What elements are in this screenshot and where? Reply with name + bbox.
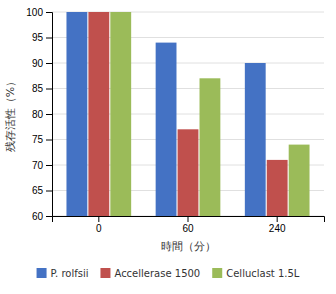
legend-label: P. rolfsii: [51, 268, 89, 279]
bar: [156, 43, 177, 216]
y-tick-label: 100: [26, 7, 43, 18]
y-tick: 80: [32, 109, 52, 120]
legend-label: Accellerase 1500: [114, 268, 200, 279]
bar-series: [88, 12, 287, 216]
y-tick-mark: [46, 114, 52, 115]
chart: 60 65 70 75 80 85 90 95 100 0 60 240 時間（分） 残存活性（%） P. …: [0, 0, 336, 294]
y-tick-mark: [46, 89, 52, 90]
y-tick-label: 75: [32, 134, 44, 145]
legend-item: Accellerase 1500: [100, 268, 200, 279]
x-axis-line: [53, 217, 325, 223]
y-tick-label: 70: [32, 160, 44, 171]
y-tick: 65: [32, 185, 52, 196]
legend: P. rolfsii Accellerase 1500 Celluclast 1.5…: [37, 268, 300, 279]
y-axis-line: [46, 13, 53, 217]
y-tick: 95: [32, 32, 52, 43]
y-tick-mark: [46, 38, 52, 39]
y-axis-title: 残存活性（%）: [4, 76, 17, 152]
x-tick: 0: [96, 216, 102, 234]
x-tick-label: 240: [269, 223, 286, 234]
bar: [66, 12, 87, 216]
y-tick-label: 90: [32, 58, 44, 69]
bar: [110, 12, 131, 216]
plot: 60 65 70 75 80 85 90 95 100 0 60 240: [26, 7, 324, 234]
y-tick: 85: [32, 83, 52, 94]
y-tick-label: 95: [32, 32, 44, 43]
y-tick-label: 65: [32, 185, 44, 196]
y-tick-mark: [46, 140, 52, 141]
y-tick: 70: [32, 160, 52, 171]
y-tick: 60: [32, 211, 52, 222]
y-tick-mark: [46, 216, 52, 217]
y-tick-mark: [46, 165, 52, 166]
legend-swatch: [212, 268, 222, 278]
x-tick-mark: [277, 216, 278, 222]
y-tick-label: 60: [32, 211, 44, 222]
x-axis: 0 60 240: [53, 216, 325, 234]
y-tick-mark: [46, 191, 52, 192]
x-tick: 60: [182, 216, 194, 234]
bars: [66, 12, 309, 216]
legend-swatch: [37, 268, 47, 278]
legend-item: Celluclast 1.5L: [212, 268, 300, 279]
y-tick-label: 80: [32, 109, 44, 120]
bar: [88, 12, 109, 216]
grid: [52, 12, 324, 216]
legend-label: Celluclast 1.5L: [226, 268, 300, 279]
x-tick-mark: [188, 216, 189, 222]
legend-item: P. rolfsii: [37, 268, 89, 279]
bar: [289, 145, 310, 216]
y-tick-mark: [46, 63, 52, 64]
bar: [267, 160, 288, 216]
x-tick-label: 60: [182, 223, 194, 234]
y-tick-label: 85: [32, 83, 44, 94]
x-tick: 240: [269, 216, 286, 234]
x-tick-label: 0: [96, 223, 102, 234]
y-axis: 60 65 70 75 80 85 90 95 100: [26, 7, 52, 222]
bar-series: [66, 12, 265, 216]
y-tick: 100: [26, 7, 52, 18]
bar: [245, 63, 266, 216]
bar: [178, 129, 199, 216]
legend-swatch: [100, 268, 110, 278]
bar-series: [110, 12, 309, 216]
x-tick-mark: [98, 216, 99, 222]
y-tick-mark: [46, 12, 52, 13]
x-axis-title: 時間（分）: [161, 240, 216, 253]
y-tick: 75: [32, 134, 52, 145]
y-tick: 90: [32, 58, 52, 69]
bar: [200, 78, 221, 216]
